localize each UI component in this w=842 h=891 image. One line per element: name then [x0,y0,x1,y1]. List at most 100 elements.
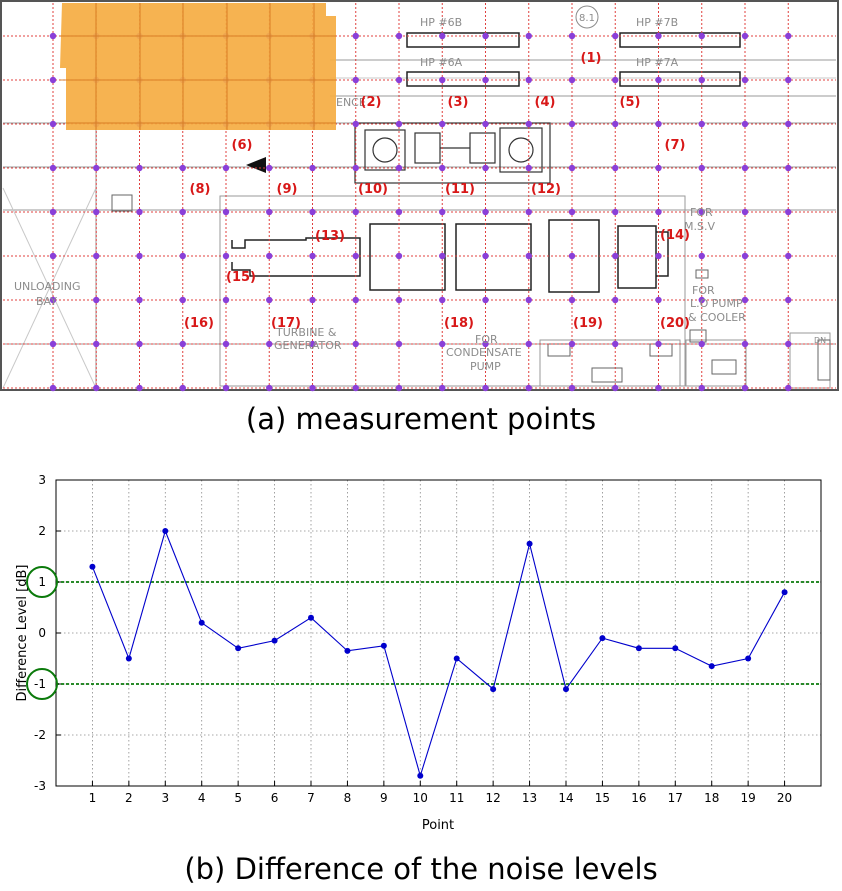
turbine-label: TURBINE & [275,326,337,339]
x-tick-label: 14 [558,791,573,805]
measurement-dot [612,208,619,216]
data-point [235,645,242,652]
measurement-points-plan: HP #6B HP #6A HP #7B HP #7A 8.1 ENCE UNL… [0,0,839,392]
point-label-14: (14) [660,228,690,243]
measurement-dot [698,32,705,40]
measurement-dot [612,296,619,304]
measurement-dot [655,120,662,128]
measurement-dot [395,252,403,260]
data-point [745,655,752,662]
y-tick-label: 1 [38,575,46,589]
measurement-dot [266,340,273,348]
measurement-dot [222,164,230,172]
turbine-equipment [354,122,551,184]
x-tick-label: 6 [271,791,279,805]
pump-label: PUMP [470,360,501,373]
data-point [308,614,314,621]
data-point [781,589,788,596]
plot-frame [55,479,822,787]
measurement-dot [655,76,662,84]
x-tick-label: 11 [449,791,464,805]
measurement-dot [568,340,576,348]
measurement-dot [482,32,489,40]
measurement-dot [698,120,705,128]
measurement-dot [222,296,230,304]
hp-6b-label: HP #6B [420,16,462,29]
redacted-grid [60,3,336,130]
measurement-dot [395,76,403,84]
hp-heaters [406,32,741,87]
measurement-dot [655,296,662,304]
measurement-dot [785,384,792,392]
data-point [271,637,278,644]
point-label-18: (18) [444,316,474,331]
measurement-dot [395,120,403,128]
measurement-dot [612,252,619,260]
measurement-dot [698,340,705,348]
measurement-dot [309,384,316,392]
measurement-dot [439,32,446,40]
y-tick-label: 0 [38,626,46,640]
unloading-label: UNLOADING [14,280,80,293]
measurement-dot [568,164,576,172]
x-tick-label: 17 [668,791,683,805]
data-point [162,528,169,534]
measurement-dot [179,164,186,172]
hp-6b-shape [406,32,520,48]
generator-label: GENERATOR [274,339,342,352]
y-axis-label: Difference Level [dB] [15,565,30,702]
measurement-dot [568,120,576,128]
measurement-dot [93,384,100,392]
measurement-dot [352,32,359,40]
data-point [89,563,96,570]
measurement-dot [93,340,100,348]
measurement-dot [698,76,705,84]
highlight-circle [26,566,58,598]
hp-7a-shape [619,71,741,87]
measurement-dot [482,208,489,216]
x-tick-label: 5 [234,791,242,805]
measurement-dot [222,384,230,392]
measurement-dot [136,340,143,348]
measurement-dot [136,252,143,260]
measurement-dot [439,208,446,216]
measurement-dot [179,296,186,304]
point-label-1: (1) [581,51,602,66]
measurement-dot [568,296,576,304]
measurement-dot [309,208,316,216]
measurement-dot [352,208,359,216]
measurement-dot [741,340,749,348]
measurement-dot [655,252,662,260]
y-tick-label: 3 [38,473,46,487]
data-point [708,663,715,670]
measurement-dot [568,384,576,392]
point-label-15: (15) [226,270,256,285]
hp-6a-shape [406,71,520,87]
measurement-dot [93,164,100,172]
point-label-16: (16) [184,316,214,331]
measurement-dot [482,76,489,84]
x-axis-label: Point [422,818,454,833]
point-label-19: (19) [573,316,603,331]
measurement-dot [741,32,749,40]
marker-triangle [246,157,266,173]
for-lo-label: FOR [692,284,715,297]
hp-6a-label: HP #6A [420,56,463,69]
measurement-dot [309,252,316,260]
measurement-dot [482,252,489,260]
y-tick-label: -2 [34,728,46,742]
measurement-dot [698,296,705,304]
measurement-dot [266,296,273,304]
data-point [490,686,497,693]
measurement-dot [741,384,749,392]
x-tick-label: 18 [704,791,719,805]
measurement-dot [655,384,662,392]
measurement-dot [49,384,57,392]
measurement-dot [395,296,403,304]
point-label-8: (8) [190,182,211,197]
measurement-dot [612,76,619,84]
measurement-dot [179,252,186,260]
condensate-label: CONDENSATE [446,346,522,359]
measurement-dot [49,208,57,216]
